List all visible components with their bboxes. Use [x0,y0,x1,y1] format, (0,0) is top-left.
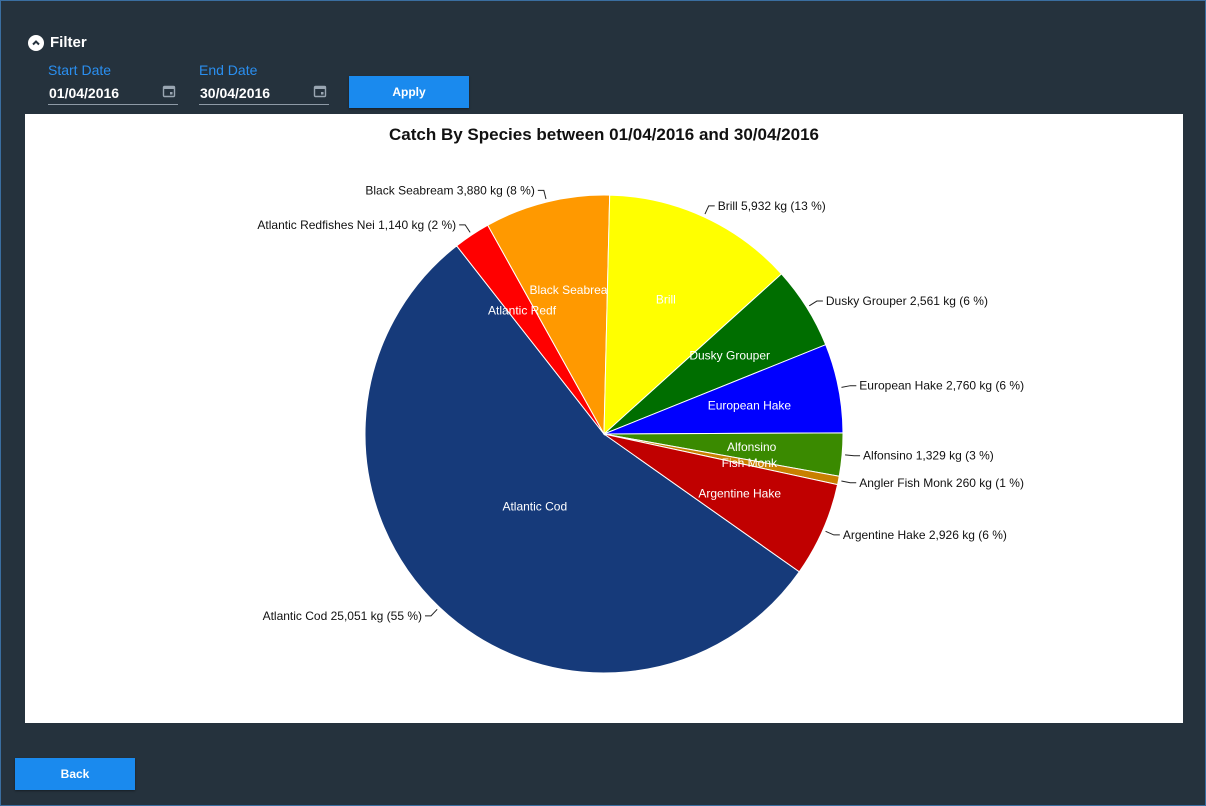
slice-inner-label: Dusky Grouper [689,348,770,362]
slice-outer-label: Atlantic Redfishes Nei 1,140 kg (2 %) [257,218,456,232]
slice-inner-label: Alfonsino [727,440,777,454]
start-date-field[interactable]: Start Date 01/04/2016 [48,62,178,105]
filter-toggle[interactable]: Filter [28,34,87,51]
chevron-up-icon [28,34,44,51]
slice-inner-label: Argentine Hake [698,487,781,501]
slice-leader-line [808,300,823,307]
calendar-icon[interactable] [313,84,327,103]
slice-leader-line [841,480,857,484]
slice-outer-label: Dusky Grouper 2,561 kg (6 %) [826,294,988,308]
slice-outer-label: Argentine Hake 2,926 kg (6 %) [843,528,1007,542]
slice-leader-line [704,205,715,215]
pie-slice-brill[interactable] [603,194,783,436]
end-date-input[interactable]: 30/04/2016 [199,82,329,105]
chart-panel: Catch By Species between 01/04/2016 and … [25,114,1183,723]
slice-outer-label: Atlantic Cod 25,051 kg (55 %) [263,609,422,623]
slice-leader-line [459,224,471,233]
slice-leader-line [537,189,547,200]
end-date-label: End Date [199,62,258,78]
calendar-icon[interactable] [162,84,176,103]
slice-inner-label: Atlantic Redf [488,304,557,318]
pie-chart: Atlantic Cod Atlantic Cod 25,051 kg (55 %… [257,183,1024,674]
slice-inner-label: Fish Monk [722,456,778,470]
slice-inner-label: Black Seabrea [529,283,607,297]
slice-outer-label: Alfonsino 1,329 kg (3 %) [863,449,994,463]
slice-leader-line [845,454,861,457]
slice-inner-label: Brill [656,292,676,306]
slice-outer-label: Brill 5,932 kg (13 %) [718,199,826,213]
slice-inner-label: European Hake [708,398,792,412]
pie-slice-argentine-hake[interactable] [603,433,839,573]
end-date-value: 30/04/2016 [200,85,271,101]
chart-title: Catch By Species between 01/04/2016 and … [389,125,819,144]
pie-slice-atlantic-cod[interactable] [364,245,800,674]
slice-outer-label: European Hake 2,760 kg (6 %) [859,379,1024,393]
slice-leader-line [841,385,857,388]
filter-label: Filter [50,34,87,51]
start-date-value: 01/04/2016 [49,85,120,101]
end-date-field[interactable]: End Date 30/04/2016 [199,62,329,105]
back-button[interactable]: Back [15,758,135,790]
slice-outer-label: Angler Fish Monk 260 kg (1 %) [859,476,1024,490]
slice-leader-line [425,608,438,617]
apply-button[interactable]: Apply [349,76,469,108]
slice-inner-label: Atlantic Cod [502,500,567,514]
slice-leader-line [825,530,840,536]
pie-slice-black-seabream[interactable] [487,194,611,436]
slice-outer-label: Black Seabream 3,880 kg (8 %) [365,183,534,197]
start-date-input[interactable]: 01/04/2016 [48,82,178,105]
start-date-label: Start Date [48,62,112,78]
